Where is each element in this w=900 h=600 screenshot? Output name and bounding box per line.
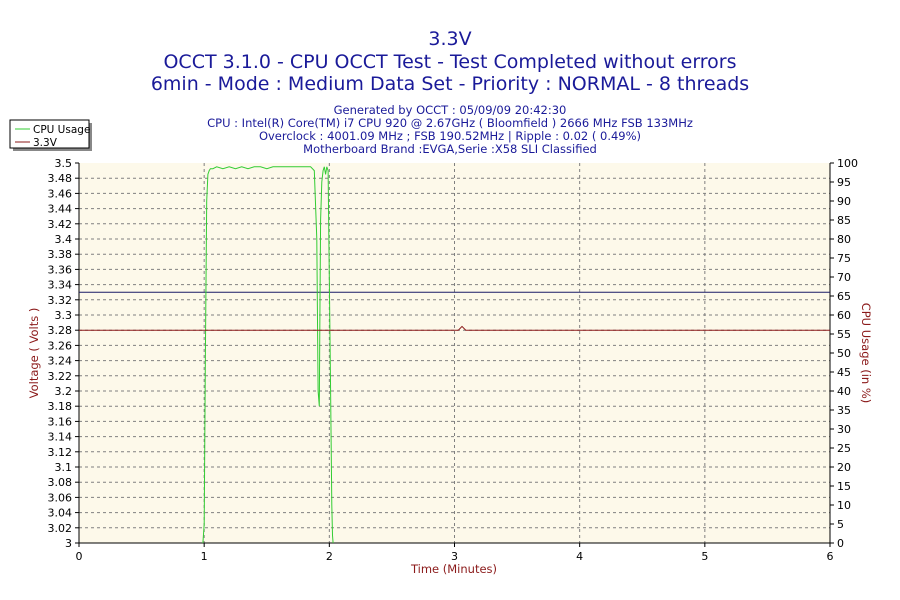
chart-info-line-3: Overclock : 4001.09 MHz ; FSB 190.52MHz … xyxy=(259,129,641,143)
y-left-tick-label: 3.04 xyxy=(48,507,73,520)
y-right-tick-label: 40 xyxy=(837,385,851,398)
y-left-tick-label: 3.08 xyxy=(48,476,73,489)
y-right-tick-label: 70 xyxy=(837,271,851,284)
y-left-tick-label: 3.46 xyxy=(48,187,73,200)
legend: CPU Usage 3.3V xyxy=(9,119,92,151)
y-left-tick-label: 3.42 xyxy=(48,218,73,231)
chart-info-line-2: CPU : Intel(R) Core(TM) i7 CPU 920 @ 2.6… xyxy=(207,116,693,130)
y-left-tick-label: 3.48 xyxy=(48,172,73,185)
y-left-tick-label: 3.32 xyxy=(48,294,73,307)
y-right-tick-label: 50 xyxy=(837,347,851,360)
y-axis-label-left: Voltage ( Volts ) xyxy=(27,308,41,399)
y-left-tick-label: 3.02 xyxy=(48,522,73,535)
y-right-tick-label: 35 xyxy=(837,404,851,417)
y-left-tick-label: 3.2 xyxy=(55,385,73,398)
x-tick-label: 0 xyxy=(76,550,83,563)
y-right-tick-label: 60 xyxy=(837,309,851,322)
legend-box xyxy=(9,119,90,149)
chart-info-line-1: Generated by OCCT : 05/09/09 20:42:30 xyxy=(334,103,567,117)
y-left-tick-label: 3.18 xyxy=(48,400,73,413)
y-left-tick-label: 3.34 xyxy=(48,279,73,292)
x-axis-label: Time (Minutes) xyxy=(410,562,497,576)
y-right-tick-label: 5 xyxy=(837,518,844,531)
legend-label-3-3v: 3.3V xyxy=(33,137,58,149)
y-right-tick-label: 85 xyxy=(837,214,851,227)
y-left-tick-label: 3.44 xyxy=(48,203,73,216)
y-left-tick-label: 3.22 xyxy=(48,370,73,383)
y-right-tick-label: 0 xyxy=(837,537,844,550)
x-tick-label: 1 xyxy=(201,550,208,563)
x-tick-label: 6 xyxy=(827,550,834,563)
y-left-tick-label: 3.16 xyxy=(48,415,73,428)
y-left-tick-label: 3.4 xyxy=(55,233,73,246)
y-right-tick-label: 10 xyxy=(837,499,851,512)
y-left-tick-label: 3.12 xyxy=(48,446,73,459)
grid xyxy=(79,163,830,543)
y-right-tick-label: 15 xyxy=(837,480,851,493)
y-axis-label-right: CPU Usage (in %) xyxy=(859,303,873,404)
y-right-tick-label: 75 xyxy=(837,252,851,265)
y-right-tick-label: 80 xyxy=(837,233,851,246)
y-left-tick-label: 3.36 xyxy=(48,263,73,276)
y-left-tick-label: 3.24 xyxy=(48,355,73,368)
y-right-tick-label: 95 xyxy=(837,176,851,189)
y-left-tick-label: 3.06 xyxy=(48,491,73,504)
y-right-tick-label: 25 xyxy=(837,442,851,455)
y-right-tick-label: 45 xyxy=(837,366,851,379)
y-left-tick-label: 3.3 xyxy=(55,309,73,322)
x-tick-label: 5 xyxy=(701,550,708,563)
y-left-tick-label: 3 xyxy=(65,537,72,550)
y-left-tick-label: 3.1 xyxy=(55,461,73,474)
x-tick-label: 2 xyxy=(326,550,333,563)
y-right-tick-label: 90 xyxy=(837,195,851,208)
x-tick-label: 4 xyxy=(576,550,583,563)
series-line-3-3v xyxy=(79,325,830,331)
chart-subtitle-line-1: OCCT 3.1.0 - CPU OCCT Test - Test Comple… xyxy=(163,51,736,73)
y-right-tick-label: 100 xyxy=(837,157,858,170)
chart-title: 3.3V xyxy=(428,28,471,50)
y-right-tick-label: 65 xyxy=(837,290,851,303)
y-right-tick-label: 55 xyxy=(837,328,851,341)
y-left-tick-label: 3.28 xyxy=(48,324,73,337)
y-left-tick-label: 3.14 xyxy=(48,431,73,444)
series-layer xyxy=(79,166,830,544)
chart-info-line-4: Motherboard Brand :EVGA,Serie :X58 SLI C… xyxy=(303,142,597,156)
series-line-cpu-usage xyxy=(202,166,334,544)
y-right-tick-label: 30 xyxy=(837,423,851,436)
y-left-tick-label: 3.5 xyxy=(55,157,73,170)
y-right-tick-label: 20 xyxy=(837,461,851,474)
axes: 3 3.02 3.04 3.06 3.08 3.1 3.12 3.14 3.16 3.18 3.2 3… xyxy=(48,157,859,563)
y-left-tick-label: 3.38 xyxy=(48,248,73,261)
chart-subtitle-line-2: 6min - Mode : Medium Data Set - Priority… xyxy=(151,73,749,95)
x-tick-label: 3 xyxy=(451,550,458,563)
legend-label-cpu-usage: CPU Usage xyxy=(33,124,90,136)
y-left-tick-label: 3.26 xyxy=(48,339,73,352)
